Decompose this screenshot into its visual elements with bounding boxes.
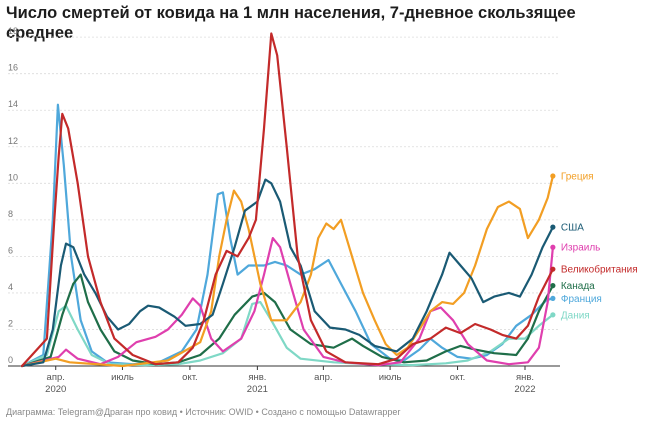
series-label-сша: США [561,223,584,234]
series-label-греция: Греция [561,171,594,182]
y-tick-label: 12 [8,136,18,146]
series-line-канада [20,273,554,368]
series-label-дания: Дания [561,310,590,321]
series-label-израиль: Израиль [561,243,601,254]
x-tick-year-label: 2022 [514,384,535,395]
series-label-канада: Канада [561,281,595,292]
x-tick-label: окт. [182,372,197,383]
x-tick-label: апр. [314,372,332,383]
y-axis-tick-labels: 0 2 4 6 8 10 12 14 16 18 [8,26,18,365]
chart-footer: Диаграмма: Telegram@Драган про ковид • И… [6,407,401,417]
series-end-point-греция [550,173,556,179]
y-tick-label: 0 [8,355,13,365]
series-end-point-великобритания [550,266,556,272]
y-tick-label: 14 [8,99,18,109]
series-line-франция [20,103,554,368]
series-end-point-дания [550,312,556,318]
x-tick-label: июль [111,372,134,383]
x-tick-label: янв. [248,372,266,383]
y-tick-label: 8 [8,209,13,219]
series-lines [20,32,556,368]
y-tick-label: 18 [8,26,18,36]
series-end-point-канада [550,283,556,289]
x-tick-year-label: 2020 [45,384,66,395]
x-tick-label: апр. [47,372,65,383]
y-tick-label: 10 [8,172,18,182]
x-tick-label: янв. [516,372,534,383]
series-end-point-франция [550,295,556,301]
x-tick-year-label: 2021 [247,384,268,395]
series-label-франция: Франция [561,294,602,305]
series-label-великобритания: Великобритания [561,264,638,276]
series-line-дания [20,301,554,368]
x-tick-label: окт. [450,372,465,383]
series-end-labels: Франция Дания Канада Израиль Греция США Велико… [561,171,638,321]
y-tick-label: 6 [8,245,13,255]
y-tick-label: 4 [8,282,13,292]
series-line-израиль [20,237,554,368]
series-end-point-сша [550,224,556,230]
y-tick-label: 2 [8,318,13,328]
x-tick-label: июль [379,372,402,383]
y-tick-label: 16 [8,63,18,73]
series-line-великобритания [20,32,554,368]
series-end-point-израиль [550,244,556,250]
